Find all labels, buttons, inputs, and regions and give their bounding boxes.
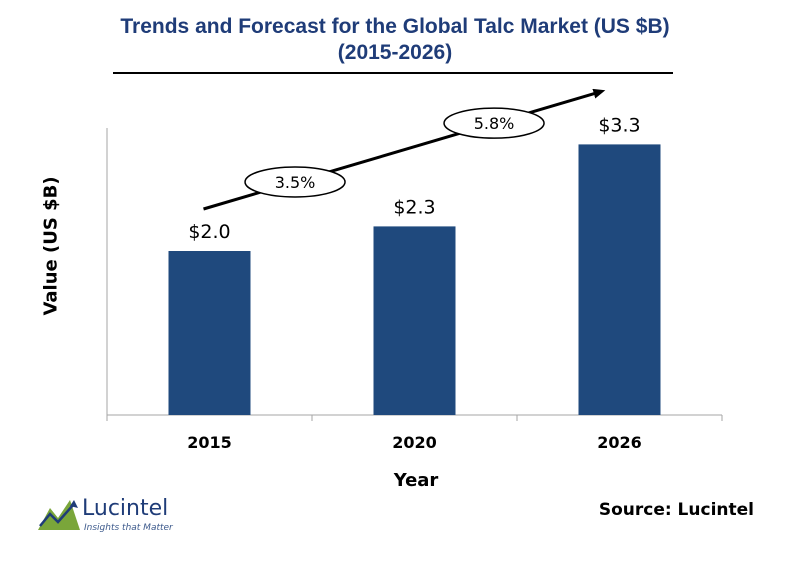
chart-title-line2: (2015-2026) [337, 41, 453, 64]
chart-title: Trends and Forecast for the Global Talc … [0, 14, 790, 66]
bar-2015 [168, 251, 251, 415]
bar-2026 [578, 144, 661, 415]
chart-title-line1: Trends and Forecast for the Global Talc … [120, 15, 670, 38]
y-axis-label: Value (US $B) [40, 176, 62, 316]
data-label-2020: $2.3 [393, 196, 435, 218]
x-tick-label-2020: 2020 [392, 433, 437, 452]
cagr-ellipse-2 [443, 107, 545, 139]
title-underline [113, 72, 673, 74]
source-note: Source: Lucintel [598, 500, 754, 520]
cagr-ellipse-1 [244, 166, 346, 198]
x-tick-label-2026: 2026 [597, 433, 642, 452]
logo-name: Lucintel [82, 496, 169, 521]
data-label-2015: $2.0 [188, 221, 230, 243]
lucintel-logo: Lucintel Insights that Matter [36, 496, 206, 536]
logo-chart-icon [38, 500, 80, 530]
data-label-2026: $3.3 [598, 114, 640, 136]
bar-2020 [373, 226, 456, 415]
x-tick-label-2015: 2015 [187, 433, 232, 452]
x-axis-label: Year [393, 470, 439, 491]
logo-tagline: Insights that Matter [84, 523, 173, 533]
cagr-label-1: 3.5% [275, 173, 316, 192]
cagr-label-2: 5.8% [474, 114, 515, 133]
